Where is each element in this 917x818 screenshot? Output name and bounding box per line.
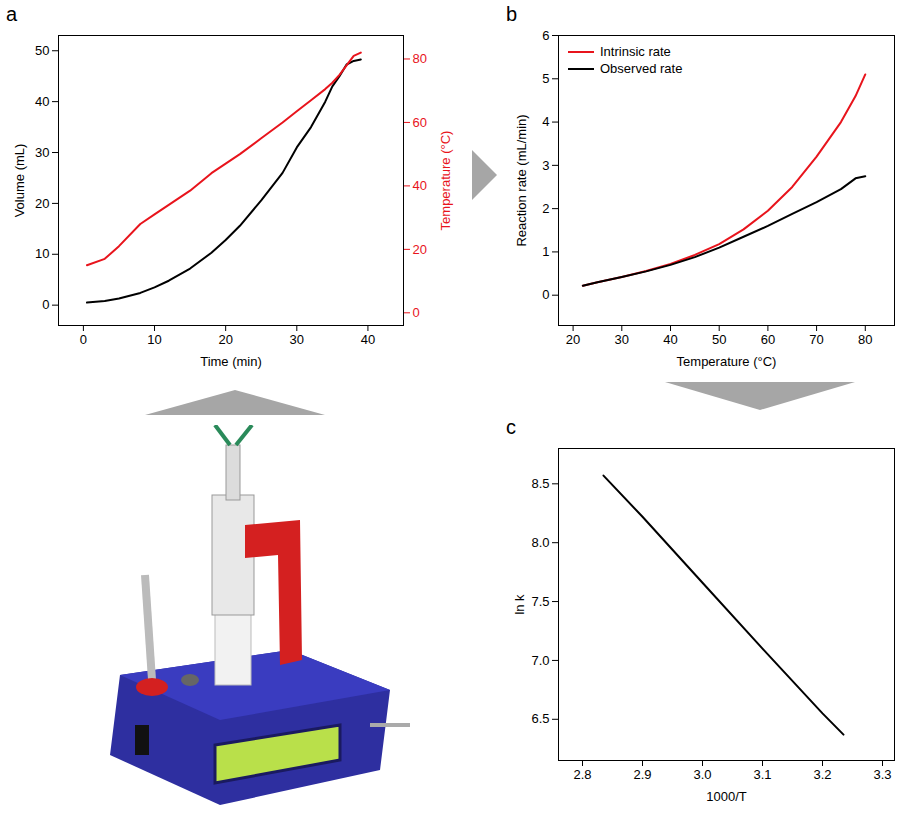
- svg-text:50: 50: [712, 332, 726, 347]
- svg-text:8.5: 8.5: [531, 476, 549, 491]
- svg-text:1000/T: 1000/T: [706, 789, 747, 804]
- svg-text:80: 80: [413, 51, 427, 66]
- svg-text:Temperature (°C): Temperature (°C): [438, 131, 453, 231]
- html-text:b: b: [506, 3, 518, 25]
- svg-text:60: 60: [761, 332, 775, 347]
- svg-text:0: 0: [80, 332, 87, 347]
- svg-text:Reaction rate (mL/min): Reaction rate (mL/min): [514, 114, 529, 246]
- svg-text:10: 10: [147, 332, 161, 347]
- html-text:Observed rate: Observed rate: [600, 61, 683, 76]
- svg-text:80: 80: [858, 332, 872, 347]
- svg-text:ln k: ln k: [512, 594, 527, 615]
- svg-text:2.8: 2.8: [573, 767, 591, 782]
- svg-text:3.1: 3.1: [753, 767, 771, 782]
- svg-text:40: 40: [361, 332, 375, 347]
- svg-text:3: 3: [542, 158, 549, 173]
- svg-text:6: 6: [542, 28, 549, 43]
- svg-text:10: 10: [35, 246, 49, 261]
- svg-text:20: 20: [35, 196, 49, 211]
- svg-text:6.5: 6.5: [531, 711, 549, 726]
- svg-text:8.0: 8.0: [531, 535, 549, 550]
- svg-text:3.2: 3.2: [813, 767, 831, 782]
- svg-text:0: 0: [413, 305, 420, 320]
- svg-text:1: 1: [542, 244, 549, 259]
- svg-text:5: 5: [542, 71, 549, 86]
- svg-text:3.3: 3.3: [873, 767, 891, 782]
- svg-text:40: 40: [413, 178, 427, 193]
- svg-text:30: 30: [35, 145, 49, 160]
- svg-text:50: 50: [35, 43, 49, 58]
- svg-text:70: 70: [809, 332, 823, 347]
- svg-text:40: 40: [663, 332, 677, 347]
- svg-text:20: 20: [413, 242, 427, 257]
- html-text:c: c: [506, 416, 516, 438]
- svg-text:4: 4: [542, 114, 549, 129]
- svg-text:20: 20: [218, 332, 232, 347]
- html-text:a: a: [6, 3, 18, 25]
- svg-text:30: 30: [615, 332, 629, 347]
- svg-text:60: 60: [413, 115, 427, 130]
- svg-text:7.0: 7.0: [531, 653, 549, 668]
- svg-text:Time (min): Time (min): [200, 354, 262, 369]
- svg-text:2.9: 2.9: [633, 767, 651, 782]
- svg-text:20: 20: [566, 332, 580, 347]
- svg-text:7.5: 7.5: [531, 594, 549, 609]
- svg-text:40: 40: [35, 94, 49, 109]
- svg-text:0: 0: [42, 297, 49, 312]
- svg-text:30: 30: [290, 332, 304, 347]
- svg-text:0: 0: [542, 287, 549, 302]
- svg-text:Temperature (°C): Temperature (°C): [677, 354, 777, 369]
- html-text:Intrinsic rate: Intrinsic rate: [600, 44, 671, 59]
- svg-text:2: 2: [542, 201, 549, 216]
- svg-text:Volume (mL): Volume (mL): [12, 144, 27, 218]
- svg-text:3.0: 3.0: [693, 767, 711, 782]
